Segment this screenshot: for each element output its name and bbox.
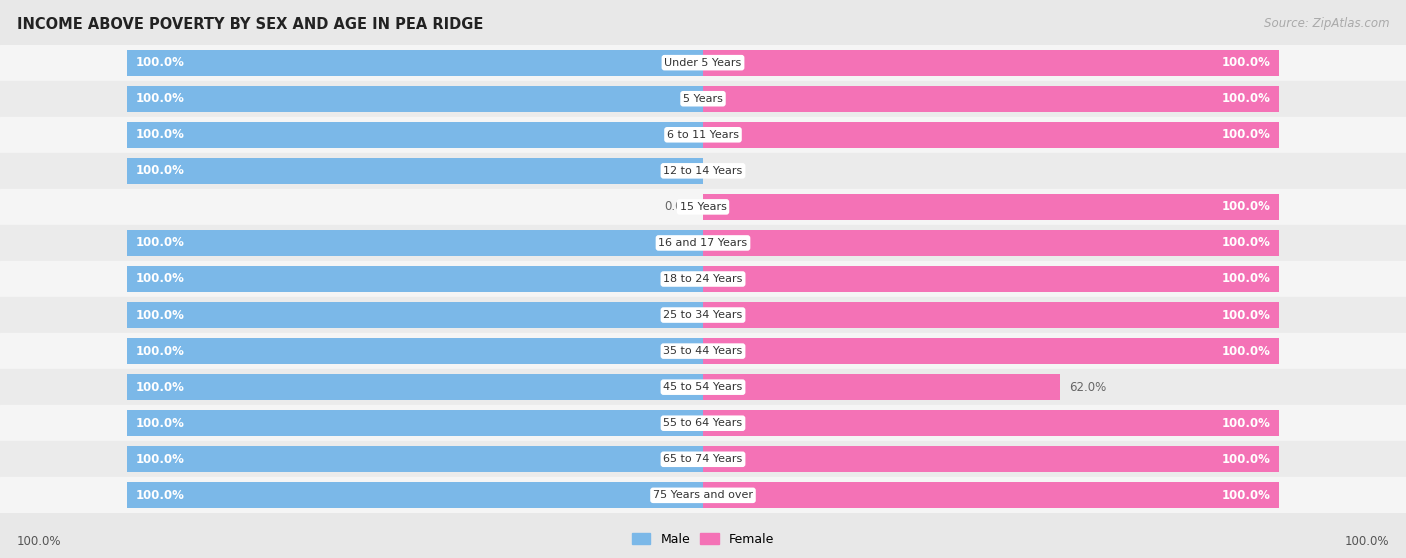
Bar xyxy=(0,45,1406,81)
Text: Source: ZipAtlas.com: Source: ZipAtlas.com xyxy=(1264,17,1389,30)
Bar xyxy=(703,194,1279,220)
Text: 100.0%: 100.0% xyxy=(135,345,184,358)
Bar xyxy=(0,189,1406,225)
Text: 75 Years and over: 75 Years and over xyxy=(652,490,754,501)
Text: 100.0%: 100.0% xyxy=(17,535,62,548)
Bar xyxy=(703,266,1279,292)
Text: 16 and 17 Years: 16 and 17 Years xyxy=(658,238,748,248)
Text: 100.0%: 100.0% xyxy=(135,56,184,69)
Text: 100.0%: 100.0% xyxy=(135,237,184,249)
Bar xyxy=(703,410,1279,436)
Bar xyxy=(127,122,703,148)
Text: 45 to 54 Years: 45 to 54 Years xyxy=(664,382,742,392)
Text: 100.0%: 100.0% xyxy=(135,381,184,393)
Bar xyxy=(127,410,703,436)
Text: 100.0%: 100.0% xyxy=(135,165,184,177)
Text: 18 to 24 Years: 18 to 24 Years xyxy=(664,274,742,284)
Text: 100.0%: 100.0% xyxy=(1222,345,1271,358)
Bar xyxy=(0,261,1406,297)
Bar xyxy=(0,369,1406,405)
Text: 15 Years: 15 Years xyxy=(679,202,727,212)
Bar xyxy=(127,482,703,508)
Text: 100.0%: 100.0% xyxy=(1222,200,1271,213)
Bar xyxy=(0,297,1406,333)
Bar xyxy=(703,338,1279,364)
Text: 6 to 11 Years: 6 to 11 Years xyxy=(666,130,740,140)
Bar xyxy=(703,50,1279,76)
Bar xyxy=(703,482,1279,508)
Text: 100.0%: 100.0% xyxy=(1222,489,1271,502)
Text: 100.0%: 100.0% xyxy=(135,92,184,105)
Bar xyxy=(703,86,1279,112)
Text: Under 5 Years: Under 5 Years xyxy=(665,57,741,68)
Bar xyxy=(703,230,1279,256)
Bar xyxy=(127,266,703,292)
Bar xyxy=(703,374,1060,400)
Text: 0.0%: 0.0% xyxy=(665,200,695,213)
Text: 100.0%: 100.0% xyxy=(1222,453,1271,466)
Text: 100.0%: 100.0% xyxy=(1222,272,1271,286)
Text: 25 to 34 Years: 25 to 34 Years xyxy=(664,310,742,320)
Bar xyxy=(127,302,703,328)
Text: 100.0%: 100.0% xyxy=(135,309,184,321)
Bar xyxy=(0,153,1406,189)
Text: 100.0%: 100.0% xyxy=(135,489,184,502)
Text: 100.0%: 100.0% xyxy=(1222,237,1271,249)
Text: 5 Years: 5 Years xyxy=(683,94,723,104)
Text: 100.0%: 100.0% xyxy=(135,417,184,430)
Bar xyxy=(0,477,1406,513)
Bar xyxy=(127,338,703,364)
Bar xyxy=(0,117,1406,153)
Text: 100.0%: 100.0% xyxy=(1222,92,1271,105)
Text: 65 to 74 Years: 65 to 74 Years xyxy=(664,454,742,464)
Bar xyxy=(127,446,703,472)
Text: INCOME ABOVE POVERTY BY SEX AND AGE IN PEA RIDGE: INCOME ABOVE POVERTY BY SEX AND AGE IN P… xyxy=(17,17,484,32)
Bar xyxy=(0,81,1406,117)
Text: 100.0%: 100.0% xyxy=(135,128,184,141)
Legend: Male, Female: Male, Female xyxy=(631,533,775,546)
Bar xyxy=(0,441,1406,477)
Bar xyxy=(127,86,703,112)
Bar xyxy=(703,446,1279,472)
Bar xyxy=(127,50,703,76)
Text: 100.0%: 100.0% xyxy=(135,453,184,466)
Bar xyxy=(0,333,1406,369)
Bar xyxy=(0,405,1406,441)
Text: 12 to 14 Years: 12 to 14 Years xyxy=(664,166,742,176)
Bar xyxy=(703,122,1279,148)
Text: 100.0%: 100.0% xyxy=(1222,128,1271,141)
Bar xyxy=(127,158,703,184)
Text: 100.0%: 100.0% xyxy=(1344,535,1389,548)
Text: 100.0%: 100.0% xyxy=(1222,417,1271,430)
Text: 100.0%: 100.0% xyxy=(1222,56,1271,69)
Text: 35 to 44 Years: 35 to 44 Years xyxy=(664,346,742,356)
Bar xyxy=(127,374,703,400)
Bar xyxy=(127,230,703,256)
Text: 55 to 64 Years: 55 to 64 Years xyxy=(664,418,742,428)
Bar xyxy=(703,302,1279,328)
Text: 100.0%: 100.0% xyxy=(135,272,184,286)
Text: 100.0%: 100.0% xyxy=(1222,309,1271,321)
Text: 62.0%: 62.0% xyxy=(1069,381,1107,393)
Text: 0.0%: 0.0% xyxy=(711,165,741,177)
Bar xyxy=(0,225,1406,261)
